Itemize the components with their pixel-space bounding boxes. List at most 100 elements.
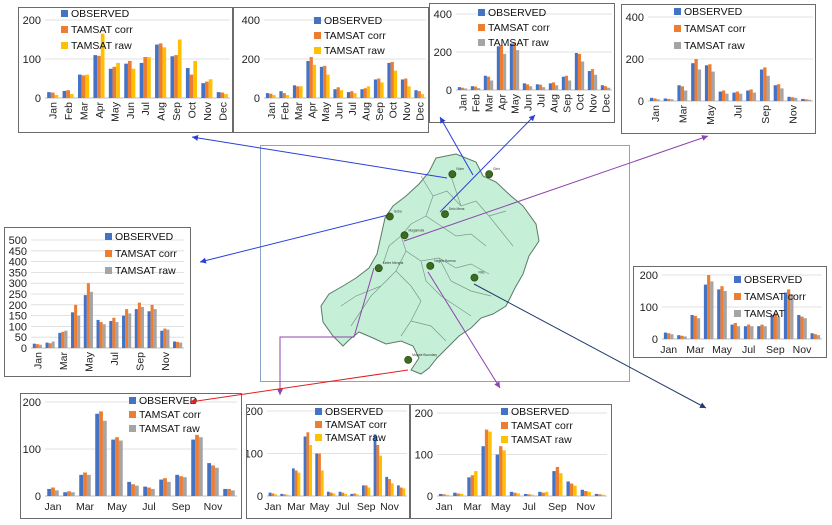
bar-tamsat-corr (323, 65, 327, 98)
legend-swatch (501, 422, 508, 429)
bar-tamsat-corr (538, 84, 543, 90)
bar-tamsat-raw (274, 494, 278, 496)
bar-observed (703, 284, 708, 339)
x-tick-label: Jan (32, 352, 44, 369)
bar-observed (561, 76, 565, 90)
legend-label: TAMSAT (744, 308, 786, 320)
arrow-goba (199, 214, 389, 264)
chart-panel-5: 0 50 100 150 200 250 300 350 400 450 500 Jan Mar May J… (4, 227, 191, 377)
x-tick-label: Dec (414, 102, 426, 121)
bar-tamsat-raw (568, 80, 572, 90)
bar-tamsat-raw (555, 85, 559, 90)
bar-observed (361, 485, 365, 497)
bar-tamsat-raw (544, 491, 549, 496)
bar-tamsat-corr (590, 69, 595, 90)
bar-tamsat-corr (551, 82, 556, 90)
bar-observed (594, 493, 599, 496)
station-label: Robe (456, 167, 464, 171)
bar-observed (350, 493, 354, 497)
legend-label: OBSERVED (115, 231, 174, 243)
bar-observed (677, 85, 681, 101)
bar-tamsat-corr (733, 323, 737, 339)
x-tick-label: Jan (45, 501, 62, 513)
bar-observed (71, 312, 75, 348)
station-label: Magamulla (409, 228, 425, 232)
bar-observed (159, 479, 164, 496)
bar-tamsat-raw (70, 492, 75, 496)
bar-tamsat-corr (163, 478, 167, 496)
bar-tamsat-raw (390, 483, 394, 496)
x-tick-label: May (320, 101, 332, 122)
arrow-filtu (473, 283, 707, 409)
x-tick-label: May (310, 501, 331, 513)
bar-tamsat-corr (147, 487, 151, 496)
arrow-negele (427, 271, 501, 389)
bar-tamsat-corr (442, 494, 446, 496)
bar-tamsat-corr (306, 432, 310, 496)
y-tick-label: 100 (415, 450, 433, 462)
y-tick-label: 0 (257, 491, 263, 503)
bar-observed (93, 55, 98, 98)
bar-observed (45, 342, 49, 348)
bar-observed (109, 321, 113, 348)
chart-panel-2: 0 200 400 Jan Feb Mar Apr May Jun Jul Aug Sep Oct Nov… (233, 7, 429, 133)
bar-tamsat-raw (193, 60, 198, 98)
legend-swatch (105, 233, 112, 240)
x-tick-label: Jan (48, 102, 60, 119)
bar-tamsat-corr (377, 78, 381, 98)
bar-observed (124, 63, 128, 98)
x-tick-label: Sep (357, 501, 376, 513)
bar-tamsat-raw (332, 493, 336, 496)
bar-observed (810, 333, 814, 339)
bar-tamsat-raw (594, 74, 598, 90)
bar-tamsat-corr (189, 74, 194, 98)
bar-tamsat-corr (67, 491, 71, 496)
x-tick-label: Mar (79, 102, 91, 121)
bar-tamsat-corr (804, 99, 808, 101)
bar-tamsat-corr (363, 88, 367, 98)
bar-tamsat-corr (174, 55, 178, 98)
bar-tamsat-corr (680, 335, 684, 339)
bar-tamsat-corr (721, 90, 726, 101)
bar-tamsat-corr (99, 322, 103, 348)
bar-tamsat-corr (48, 343, 52, 348)
x-tick-label: Nov (787, 104, 799, 123)
x-tick-label: Jul (109, 352, 121, 365)
bar-tamsat-raw (807, 99, 812, 101)
bar-observed (730, 324, 734, 339)
bar-observed (797, 315, 801, 339)
bar-tamsat-corr (176, 341, 180, 348)
bar-observed (185, 67, 190, 98)
x-tick-label: May (109, 101, 121, 122)
legend-swatch (105, 250, 112, 257)
legend-label: TAMSAT raw (488, 37, 549, 49)
x-tick-label: Nov (202, 101, 214, 120)
x-tick-label: Jun (125, 102, 137, 119)
x-tick-label: Dec (601, 94, 613, 113)
legend-swatch (315, 434, 322, 441)
bar-observed (77, 74, 82, 98)
bar-observed (47, 92, 51, 98)
bar-observed (170, 56, 175, 98)
bar-tamsat-corr (749, 89, 753, 101)
legend-label: OBSERVED (71, 8, 130, 20)
bar-tamsat-raw (54, 490, 59, 496)
arrow-moyale (189, 369, 409, 405)
bar-tamsat-corr (499, 446, 503, 496)
bar-tamsat-raw (272, 95, 276, 98)
bar-tamsat-raw (477, 88, 481, 90)
legend-swatch (129, 397, 136, 404)
bar-tamsat-raw (140, 306, 144, 348)
bar-tamsat-corr (584, 491, 588, 496)
bar-tamsat-raw (739, 93, 743, 101)
bar-tamsat-corr (211, 465, 215, 496)
bar-observed (704, 65, 709, 101)
bar-observed (216, 92, 221, 98)
bar-tamsat-raw (407, 86, 411, 98)
bar-tamsat-corr (51, 487, 55, 496)
x-tick-label: Nov (204, 501, 223, 513)
bar-tamsat-raw (490, 80, 494, 90)
chart-panel-6: 0 100 200 Jan Mar May Jul Sep Nov OBSERVED TAMSAT … (633, 266, 827, 358)
station-label: Filtu (478, 271, 484, 275)
y-tick-label: 150 (9, 311, 27, 323)
